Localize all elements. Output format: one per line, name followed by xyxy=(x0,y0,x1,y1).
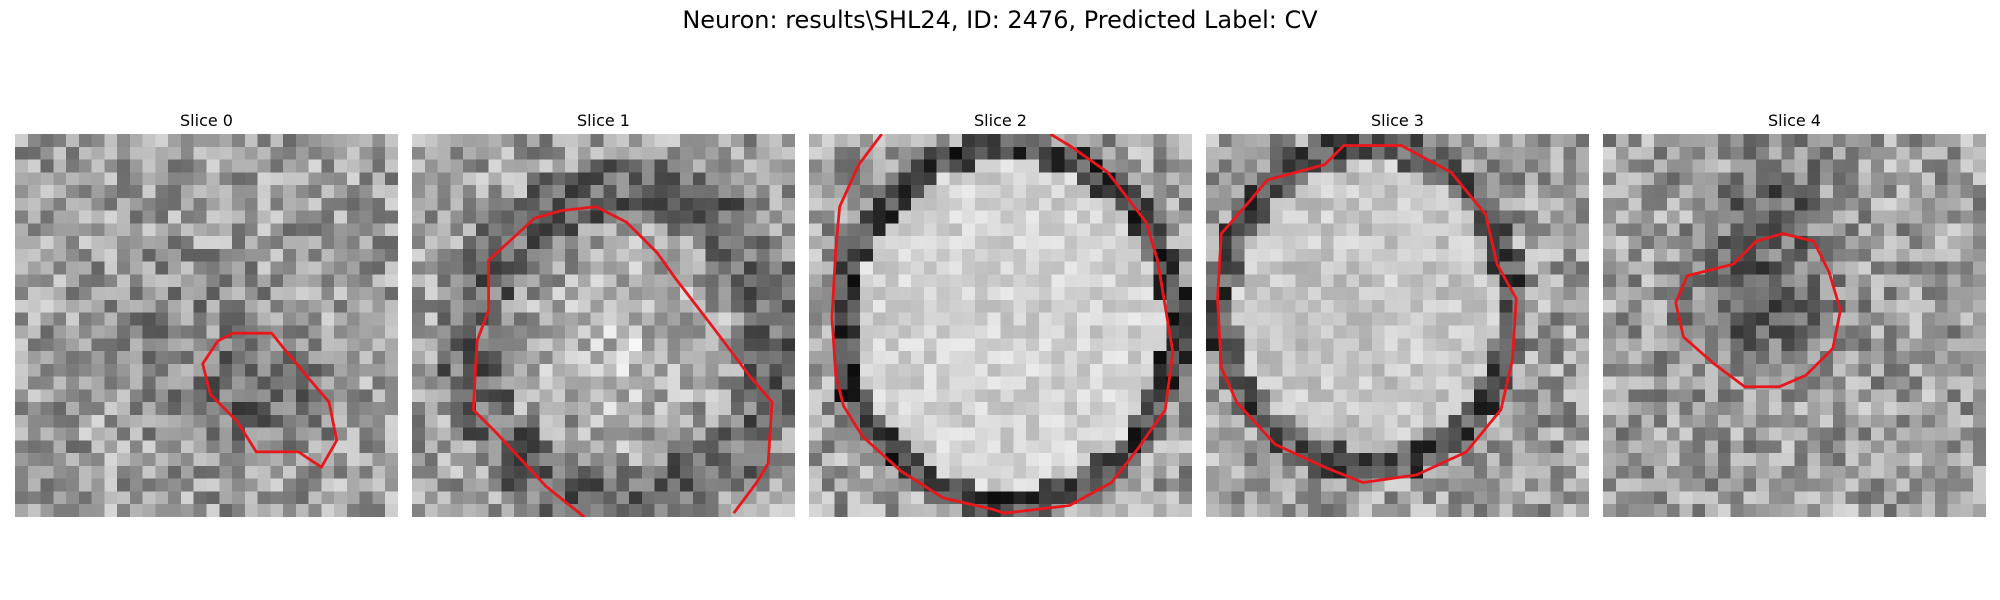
slice-panel-2: Slice 2 xyxy=(809,110,1192,517)
segmentation-contour xyxy=(830,134,1175,515)
slice-title: Slice 4 xyxy=(1768,111,1821,130)
slice-panel-3: Slice 3 xyxy=(1206,110,1589,517)
slice-title: Slice 2 xyxy=(974,111,1027,130)
slice-title: Slice 0 xyxy=(180,111,233,130)
slice-image xyxy=(1603,134,1986,517)
segmentation-contour xyxy=(201,331,339,469)
figure-title: Neuron: results\SHL24, ID: 2476, Predict… xyxy=(682,6,1318,34)
segmentation-contour xyxy=(1674,232,1842,389)
slice-image xyxy=(412,134,795,517)
slice-panel-1: Slice 1 xyxy=(412,110,795,517)
slice-title: Slice 3 xyxy=(1371,111,1424,130)
slice-image xyxy=(809,134,1192,517)
slice-image xyxy=(15,134,398,517)
slice-panel-0: Slice 0 xyxy=(15,110,398,517)
slice-image xyxy=(1206,134,1589,517)
segmentation-contour xyxy=(471,205,774,517)
slice-title: Slice 1 xyxy=(577,111,630,130)
segmentation-contour xyxy=(1216,144,1518,484)
slice-panel-4: Slice 4 xyxy=(1603,110,1986,517)
